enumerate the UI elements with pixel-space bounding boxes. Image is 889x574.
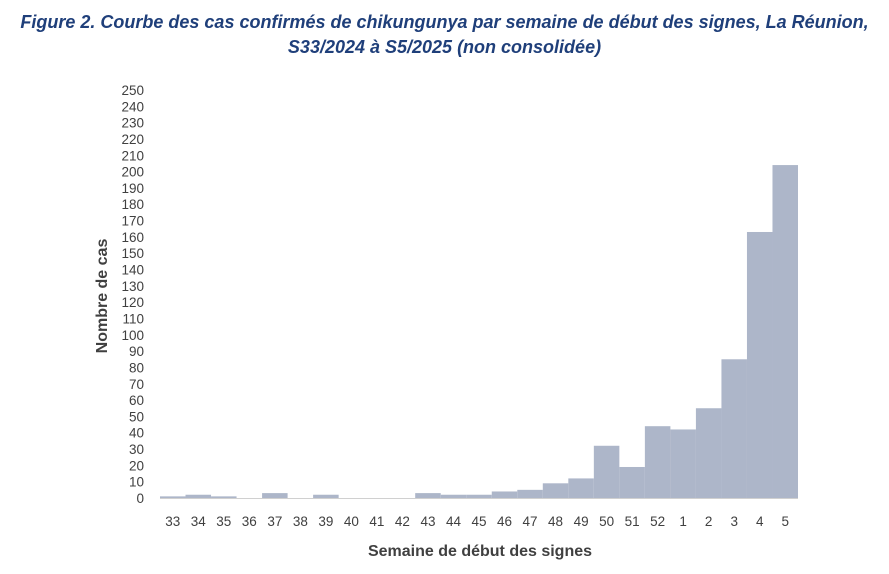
bar-week-46 — [491, 491, 518, 498]
x-tick-label: 41 — [369, 514, 384, 529]
bar-week-37 — [262, 493, 288, 498]
x-axis-ticks: 33 34 35 36 37 38 39 40 41 42 43 44 45 46 47 48 49 50 51 52… — [165, 514, 789, 529]
y-tick-label: 30 — [129, 442, 144, 457]
x-axis-label: Semaine de début des signes — [368, 543, 592, 560]
y-tick-label: 200 — [121, 165, 144, 180]
y-tick-label: 20 — [129, 458, 144, 473]
y-tick-label: 90 — [129, 344, 144, 359]
x-tick-label: 33 — [165, 514, 180, 529]
x-tick-label: 45 — [471, 514, 486, 529]
x-tick-label: 36 — [242, 514, 257, 529]
y-tick-label: 160 — [121, 230, 144, 245]
x-tick-label: 42 — [395, 514, 410, 529]
y-axis-label: Nombre de cas — [94, 239, 111, 354]
x-tick-label: 35 — [216, 514, 231, 529]
x-tick-label: 50 — [599, 514, 614, 529]
x-tick-label: 1 — [679, 514, 687, 529]
x-tick-label: 40 — [344, 514, 359, 529]
bar-week-43 — [415, 493, 441, 498]
y-tick-label: 60 — [129, 393, 144, 408]
y-tick-label: 230 — [121, 116, 144, 131]
bar-week-39 — [313, 494, 339, 498]
y-tick-label: 100 — [121, 328, 144, 343]
y-tick-label: 240 — [121, 99, 144, 114]
bar-week-1 — [670, 429, 696, 498]
bar-week-5 — [772, 165, 798, 498]
y-tick-label: 10 — [129, 475, 144, 490]
bar-week-33 — [160, 496, 186, 498]
x-tick-label: 3 — [730, 514, 738, 529]
x-tick-label: 38 — [293, 514, 308, 529]
x-tick-label: 37 — [267, 514, 282, 529]
x-tick-label: 46 — [497, 514, 512, 529]
y-tick-label: 70 — [129, 377, 144, 392]
y-tick-label: 80 — [129, 360, 144, 375]
x-tick-label: 43 — [420, 514, 435, 529]
chart-title-line-1: Figure 2. Courbe des cas confirmés de ch… — [20, 12, 869, 32]
bar-week-50 — [593, 445, 620, 498]
y-tick-label: 250 — [121, 83, 144, 98]
y-tick-label: 170 — [121, 214, 144, 229]
y-tick-label: 150 — [121, 246, 144, 261]
bar-week-34 — [185, 494, 212, 498]
y-tick-label: 50 — [129, 409, 144, 424]
y-tick-label: 140 — [121, 263, 144, 278]
y-tick-label: 40 — [129, 426, 144, 441]
bar-week-47 — [517, 489, 543, 498]
bar-week-49 — [568, 478, 594, 498]
x-tick-label: 2 — [705, 514, 713, 529]
x-tick-label: 44 — [446, 514, 462, 529]
bar-week-44 — [440, 494, 467, 498]
bar-week-45 — [466, 494, 492, 498]
bar-week-35 — [211, 496, 237, 498]
y-tick-label: 180 — [121, 197, 144, 212]
y-tick-label: 110 — [122, 311, 144, 326]
x-tick-label: 34 — [191, 514, 207, 529]
x-tick-label: 4 — [756, 514, 764, 529]
y-tick-label: 190 — [121, 181, 144, 196]
x-tick-label: 47 — [523, 514, 538, 529]
x-tick-label: 51 — [625, 514, 640, 529]
bar-week-3 — [721, 359, 747, 498]
x-tick-label: 49 — [574, 514, 589, 529]
y-tick-label: 120 — [121, 295, 144, 310]
bars — [160, 165, 798, 498]
y-tick-label: 130 — [121, 279, 144, 294]
x-tick-label: 48 — [548, 514, 563, 529]
x-tick-label: 52 — [650, 514, 665, 529]
bar-week-52 — [644, 426, 671, 498]
bar-week-51 — [619, 466, 645, 498]
chart-title: Figure 2. Courbe des cas confirmés de ch… — [0, 10, 889, 60]
x-tick-label: 5 — [781, 514, 789, 529]
x-tick-label: 39 — [318, 514, 333, 529]
bar-week-2 — [695, 408, 722, 498]
y-tick-label: 210 — [121, 148, 144, 163]
bar-week-4 — [746, 231, 773, 498]
bar-week-48 — [542, 483, 569, 498]
chart-title-line-2: S33/2024 à S5/2025 (non consolidée) — [287, 37, 602, 57]
y-tick-label: 0 — [136, 491, 144, 506]
y-tick-label: 220 — [121, 132, 144, 147]
